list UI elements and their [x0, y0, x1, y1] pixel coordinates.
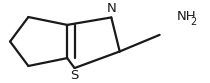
Text: N: N — [106, 2, 116, 15]
Text: 2: 2 — [190, 17, 197, 27]
Text: NH: NH — [176, 10, 196, 23]
Text: S: S — [70, 69, 79, 82]
